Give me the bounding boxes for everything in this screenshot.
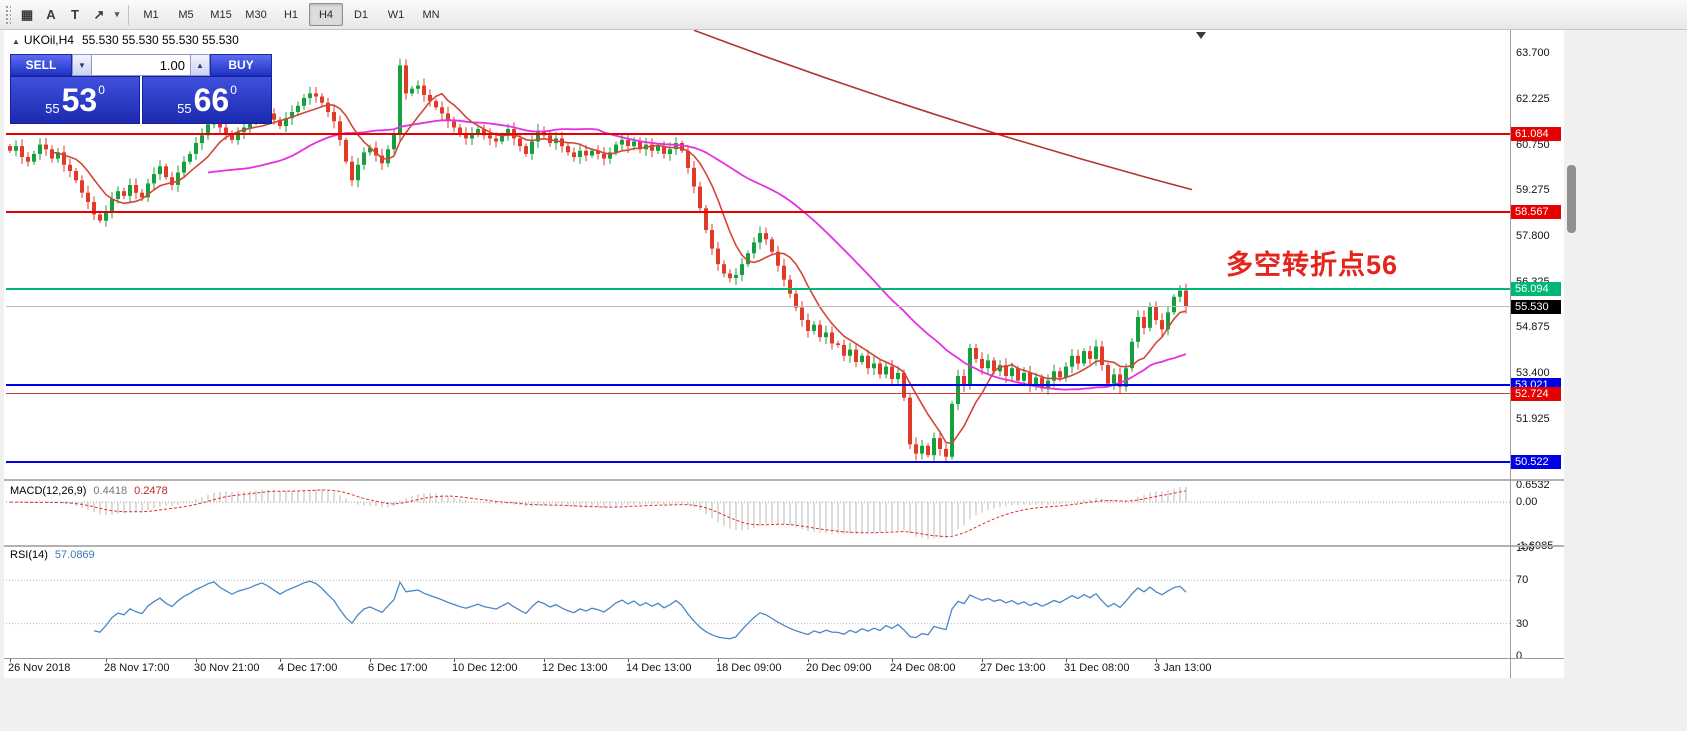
timeframe-button-d1[interactable]: D1 (353, 8, 369, 21)
volume-input[interactable] (92, 54, 190, 76)
toolbar-separator (128, 4, 129, 25)
buy-button[interactable]: BUY (210, 54, 272, 76)
rsi-value: 57.0869 (54, 549, 95, 561)
timeframe-button-h1[interactable]: H1 (283, 8, 299, 21)
macd-rsi-separator[interactable] (4, 545, 1564, 547)
one-click-trading-panel: SELL ▼ ▲ BUY 55 53 0 55 66 0 (10, 54, 272, 124)
symbol-label: UKOil,H4 (23, 33, 74, 47)
chart-symbol-title: ▲ UKOil,H4 55.530 55.530 55.530 55.530 (12, 33, 239, 47)
ask-price-sup: 0 (230, 83, 237, 97)
macd-main-value: 0.4418 (93, 485, 128, 497)
sell-button[interactable]: SELL (10, 54, 72, 76)
timeframe-button-w1[interactable]: W1 (387, 8, 405, 21)
time-axis-separator (4, 658, 1564, 659)
rsi-name: RSI(14) (10, 549, 48, 561)
vertical-scrollbar-thumb[interactable] (1567, 165, 1576, 233)
macd-indicator-label: MACD(12,26,9) 0.4418 0.2478 (10, 485, 168, 497)
chart-annotation-text: 多空转折点56 (1226, 250, 1399, 280)
timeframe-bar: M1 M5 M15 M30 H1 H4 D1 W1 MN (134, 3, 448, 26)
trade-panel-price-row: 55 53 0 55 66 0 (10, 76, 272, 124)
ohlc-values: 55.530 55.530 55.530 55.530 (81, 33, 239, 47)
timeframe-button-m1[interactable]: M1 (143, 8, 159, 21)
bid-price-button[interactable]: 55 53 0 (10, 76, 140, 124)
expand-arrow-icon: ▲ (12, 37, 20, 46)
toolbar-grip[interactable] (5, 4, 11, 25)
timeframe-button-mn[interactable]: MN (422, 8, 440, 21)
arrow-style-tool-icon[interactable]: ↗ (93, 6, 105, 22)
arrow-style-dropdown-icon[interactable]: ▾ (114, 9, 120, 19)
rsi-indicator-label: RSI(14) 57.0869 (10, 549, 95, 561)
text-box-tool-icon[interactable]: T (71, 7, 79, 22)
main-macd-separator[interactable] (4, 479, 1564, 481)
timeframe-button-m15[interactable]: M15 (210, 8, 232, 21)
ask-price-small: 55 (177, 101, 192, 116)
timeframe-button-h4[interactable]: H4 (309, 3, 343, 26)
ask-price-button[interactable]: 55 66 0 (142, 76, 272, 124)
bid-price-sup: 0 (98, 83, 105, 97)
ask-price-big: 66 (193, 82, 230, 118)
volume-decrease-button[interactable]: ▼ (72, 54, 92, 76)
bid-price-small: 55 (45, 101, 60, 116)
trade-panel-top-row: SELL ▼ ▲ BUY (10, 54, 272, 76)
shapes-tool-icon[interactable]: ▦ (20, 6, 34, 22)
macd-signal-value: 0.2478 (134, 485, 168, 497)
text-label-tool-icon[interactable]: A (46, 7, 56, 22)
timeframe-button-m5[interactable]: M5 (178, 8, 194, 21)
price-axis-divider (1510, 30, 1511, 678)
toolbar: ▦ A T ↗ ▾ M1 M5 M15 M30 H1 H4 D1 W1 MN (0, 0, 1687, 30)
chart-shift-marker-icon[interactable] (1196, 32, 1206, 39)
drawing-tools-group: ▦ A T ↗ ▾ (15, 3, 123, 27)
bid-price-big: 53 (61, 82, 98, 118)
chart-background (4, 30, 1564, 678)
timeframe-button-m30[interactable]: M30 (245, 8, 267, 21)
macd-name: MACD(12,26,9) (10, 485, 87, 497)
volume-increase-button[interactable]: ▲ (190, 54, 210, 76)
